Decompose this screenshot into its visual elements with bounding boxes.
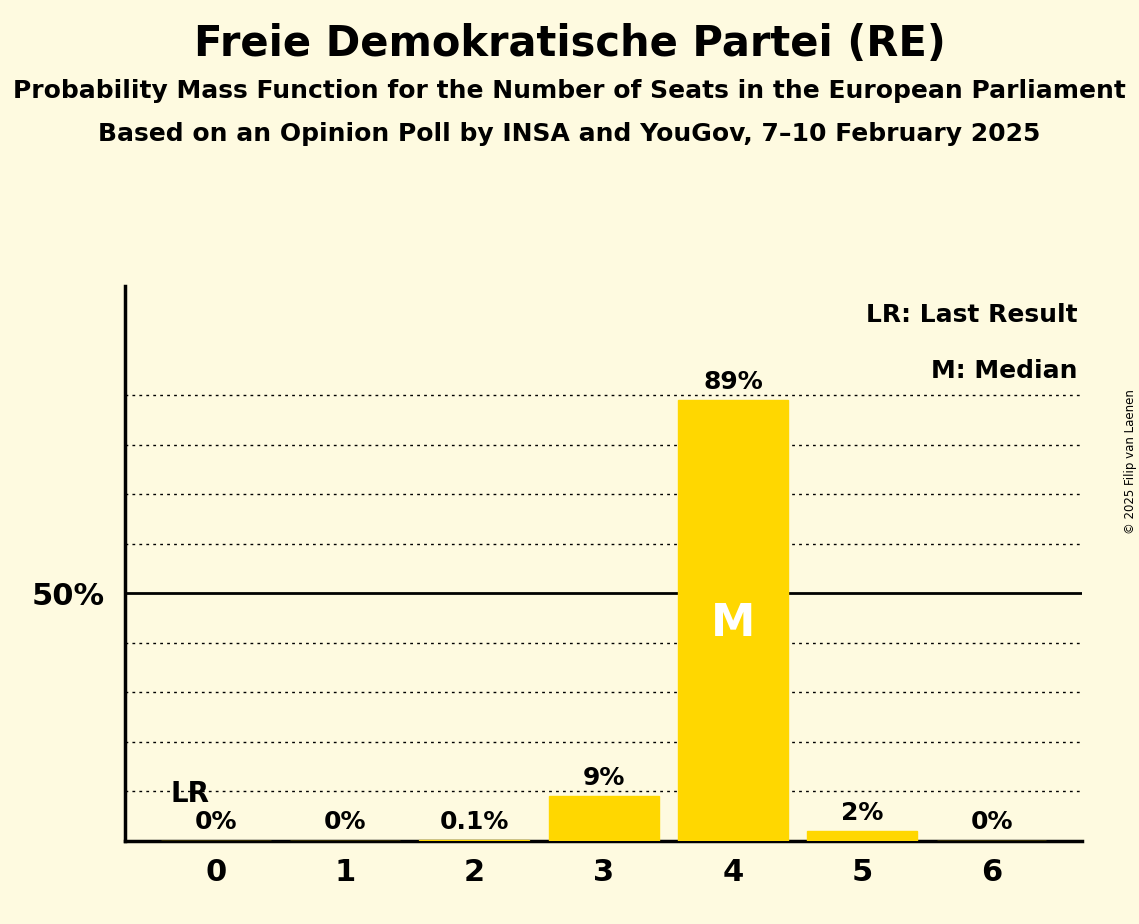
Text: 9%: 9% [582,766,625,790]
Bar [808,831,917,841]
Bar [549,796,658,841]
Text: 0%: 0% [323,810,367,834]
Text: 89%: 89% [703,370,763,394]
Text: © 2025 Filip van Laenen: © 2025 Filip van Laenen [1124,390,1137,534]
Bar [678,400,788,841]
Text: 0.1%: 0.1% [440,810,509,833]
Text: Probability Mass Function for the Number of Seats in the European Parliament: Probability Mass Function for the Number… [13,79,1126,103]
Text: 0%: 0% [970,810,1013,834]
Text: 2%: 2% [841,800,884,824]
Text: M: Median: M: Median [931,359,1077,383]
Text: 0%: 0% [195,810,237,834]
Text: Freie Demokratische Partei (RE): Freie Demokratische Partei (RE) [194,23,945,65]
Text: M: M [711,602,755,645]
Text: LR: LR [171,780,210,808]
Text: Based on an Opinion Poll by INSA and YouGov, 7–10 February 2025: Based on an Opinion Poll by INSA and You… [98,122,1041,146]
Text: LR: Last Result: LR: Last Result [866,303,1077,327]
